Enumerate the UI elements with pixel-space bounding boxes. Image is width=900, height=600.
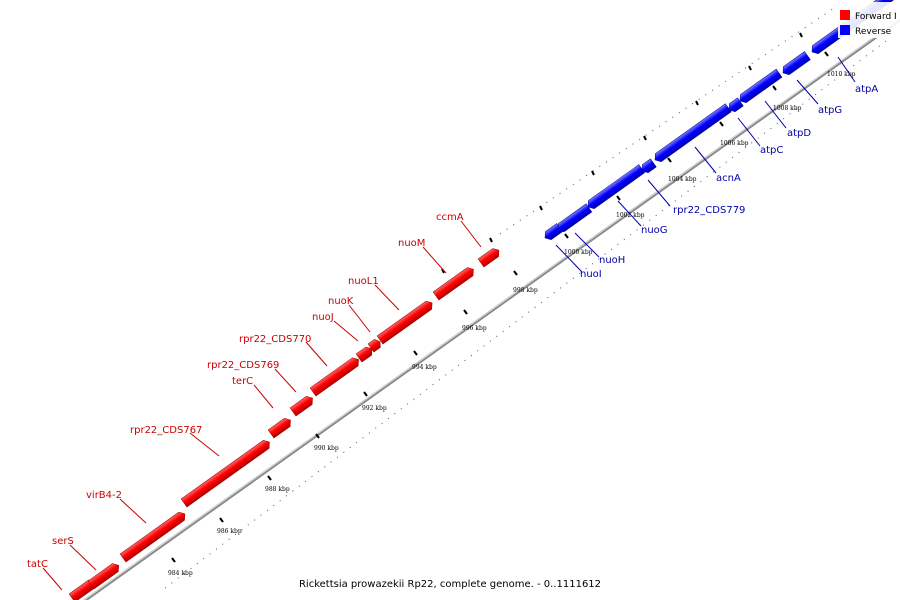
sequence-backbone-highlight: [83, 18, 900, 600]
gene-label-rpr22_CDS767[interactable]: rpr22_CDS767: [130, 425, 202, 436]
sequence-backbone: [83, 18, 900, 600]
forward-strand-genes: [68, 246, 502, 600]
gene-label-nuoK[interactable]: nuoK: [328, 296, 354, 307]
upper-tick: [539, 205, 543, 211]
gene-acnA[interactable]: [652, 103, 732, 164]
scale-tick: 1010 kbp: [824, 51, 856, 78]
upper-tick: [643, 135, 647, 141]
gene-label-rpr22_CDS770[interactable]: rpr22_CDS770: [239, 334, 311, 345]
scale-tick-label: 1000 kbp: [564, 249, 593, 256]
scale-tick: 984 kbp: [168, 557, 193, 577]
scale-axis: 984 kbp 986 kbp 988 kbp 990 kbp 992 kbp …: [168, 51, 856, 577]
gene-label-virB4-2[interactable]: virB4-2: [86, 490, 122, 501]
gene-label-ccmA[interactable]: ccmA: [436, 212, 464, 223]
gene-rpr22_CDS770[interactable]: [309, 355, 361, 397]
gene-label-nuoG[interactable]: nuoG: [641, 225, 668, 236]
upper-tick: [695, 100, 699, 106]
scale-tick: 990 kbp: [314, 433, 339, 452]
gene-label-serS[interactable]: serS: [52, 536, 74, 547]
scale-tick: 992 kbp: [362, 391, 387, 412]
legend-label-reverse: Reverse: [855, 27, 892, 37]
legend-label-forward: Forward I: [855, 12, 897, 22]
upper-tick: [441, 268, 445, 274]
scale-tick: 1002 kbp: [616, 195, 645, 219]
scale-tick-label: 1002 kbp: [616, 212, 645, 219]
gene-nuoG[interactable]: [585, 164, 645, 211]
gene-label-nuoI[interactable]: nuoI: [580, 269, 602, 280]
gene-label-nuoJ[interactable]: nuoJ: [312, 312, 334, 323]
gene-label-nuoM[interactable]: nuoM: [398, 238, 425, 249]
reverse-gene-labels: nuoI nuoH nuoG rpr22_CDS779 acnA atpC at…: [555, 56, 878, 280]
scale-tick: 988 kbp: [265, 475, 290, 493]
forward-swatch: [840, 10, 850, 20]
gene-label-tatC[interactable]: tatC: [27, 559, 48, 570]
upper-tick: [489, 237, 493, 243]
gene-rpr22_CDS767[interactable]: [180, 438, 272, 508]
scale-tick: 1004 kbp: [667, 157, 697, 183]
gene-nuoJ[interactable]: [355, 345, 375, 363]
gene-atpC[interactable]: [726, 97, 744, 114]
scale-tick-label: 1004 kbp: [668, 176, 697, 183]
scale-tick-label: 986 kbp: [217, 528, 242, 535]
legend: Forward I Reverse: [838, 2, 900, 38]
gene-atpG[interactable]: [780, 51, 811, 78]
figure-caption: Rickettsia prowazekii Rp22, complete gen…: [299, 579, 601, 590]
gene-serS[interactable]: [87, 561, 121, 590]
scale-tick-label: 1006 kbp: [720, 140, 749, 147]
scale-tick-label: 984 kbp: [168, 570, 193, 577]
gene-label-nuoL1[interactable]: nuoL1: [348, 276, 379, 287]
gene-label-terC[interactable]: terC: [232, 376, 253, 387]
gene-terC[interactable]: [267, 416, 293, 439]
scale-tick: 1006 kbp: [719, 121, 749, 147]
gene-label-nuoH[interactable]: nuoH: [599, 255, 625, 266]
gene-nuoH[interactable]: [555, 203, 593, 234]
gene-label-acnA[interactable]: acnA: [716, 173, 741, 184]
gene-atpD[interactable]: [737, 68, 783, 105]
scale-tick: 986 kbp: [217, 517, 242, 535]
upper-tick: [591, 170, 595, 176]
reverse-swatch: [840, 25, 850, 35]
upper-tick-marks: [441, 32, 803, 274]
gene-nuoM[interactable]: [432, 265, 476, 301]
scale-tick-label: 990 kbp: [314, 445, 339, 452]
scale-tick-label: 1010 kbp: [827, 71, 856, 78]
lower-dotted-track: [164, 37, 891, 589]
scale-tick-label: 994 kbp: [412, 364, 437, 371]
legend-item-forward[interactable]: Forward I: [840, 10, 897, 22]
scale-tick-label: 998 kbp: [513, 287, 538, 294]
gene-virB4-2[interactable]: [119, 510, 188, 563]
scale-tick: 1008 kbp: [772, 85, 802, 112]
gene-label-atpG[interactable]: atpG: [818, 105, 842, 116]
legend-item-reverse[interactable]: Reverse: [840, 25, 892, 37]
gene-nuoL1[interactable]: [376, 299, 435, 345]
scale-tick: 996 kbp: [462, 309, 487, 332]
gene-label-atpC[interactable]: atpC: [760, 145, 783, 156]
gene-rpr22_CDS769[interactable]: [289, 394, 315, 417]
upper-tick: [748, 65, 752, 71]
scale-tick-label: 988 kbp: [265, 486, 290, 493]
gene-label-rpr22_CDS779[interactable]: rpr22_CDS779: [673, 205, 745, 216]
gene-rpr22_CDS779[interactable]: [639, 158, 657, 175]
gene-nuoK[interactable]: [367, 338, 383, 353]
upper-tick: [799, 32, 803, 38]
scale-tick: 998 kbp: [513, 270, 538, 294]
gene-label-atpA[interactable]: atpA: [855, 84, 878, 95]
upper-dotted-track: [499, 3, 841, 235]
forward-gene-labels: tatC serS virB4-2 rpr22_CDS767 terC rpr2…: [27, 212, 482, 591]
gene-label-atpD[interactable]: atpD: [787, 128, 811, 139]
gene-label-rpr22_CDS769[interactable]: rpr22_CDS769: [207, 360, 279, 371]
scale-tick-label: 1008 kbp: [773, 105, 802, 112]
scale-tick-label: 996 kbp: [462, 325, 487, 332]
scale-tick: 994 kbp: [412, 350, 437, 371]
scale-tick-label: 992 kbp: [362, 405, 387, 412]
gene-ccmA[interactable]: [477, 246, 502, 268]
scale-tick: 1000 kbp: [564, 233, 593, 256]
